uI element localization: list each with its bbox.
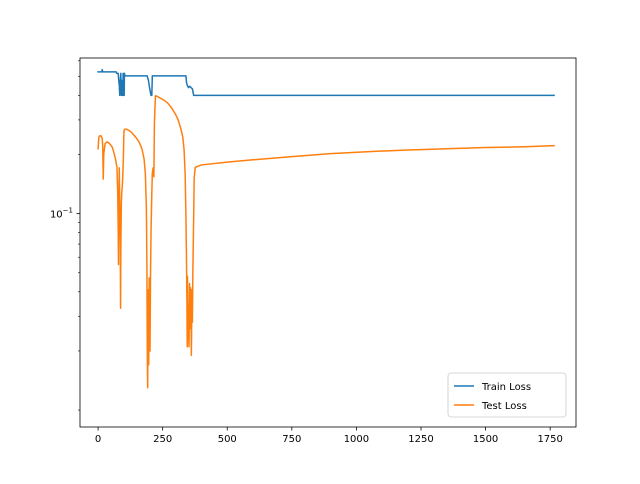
- plot-frame: [79, 57, 577, 428]
- x-tick-label: 500: [218, 434, 237, 445]
- legend-box: [447, 372, 567, 418]
- legend-label-train-loss: Train Loss: [481, 382, 531, 393]
- x-tick-label: 750: [282, 434, 301, 445]
- series-line-train-loss: [97, 68, 555, 97]
- x-tick-label: 250: [153, 434, 172, 445]
- series-layer: [97, 68, 555, 389]
- legend-label-test-loss: Test Loss: [481, 401, 527, 412]
- legend: Train Loss Test Loss: [447, 372, 567, 418]
- x-tick-label: 1000: [344, 434, 369, 445]
- x-tick-label: 1250: [408, 434, 433, 445]
- x-tick-label: 0: [95, 434, 101, 445]
- axis-ticks: 0 250 500 750 1000 1250 1500 1750 10−1: [50, 60, 563, 445]
- series-line-test-loss: [97, 95, 555, 389]
- x-tick-label: 1750: [537, 434, 562, 445]
- x-tick-label: 1500: [473, 434, 498, 445]
- axes-spines: [79, 57, 577, 428]
- y-tick-label: 10−1: [50, 207, 73, 221]
